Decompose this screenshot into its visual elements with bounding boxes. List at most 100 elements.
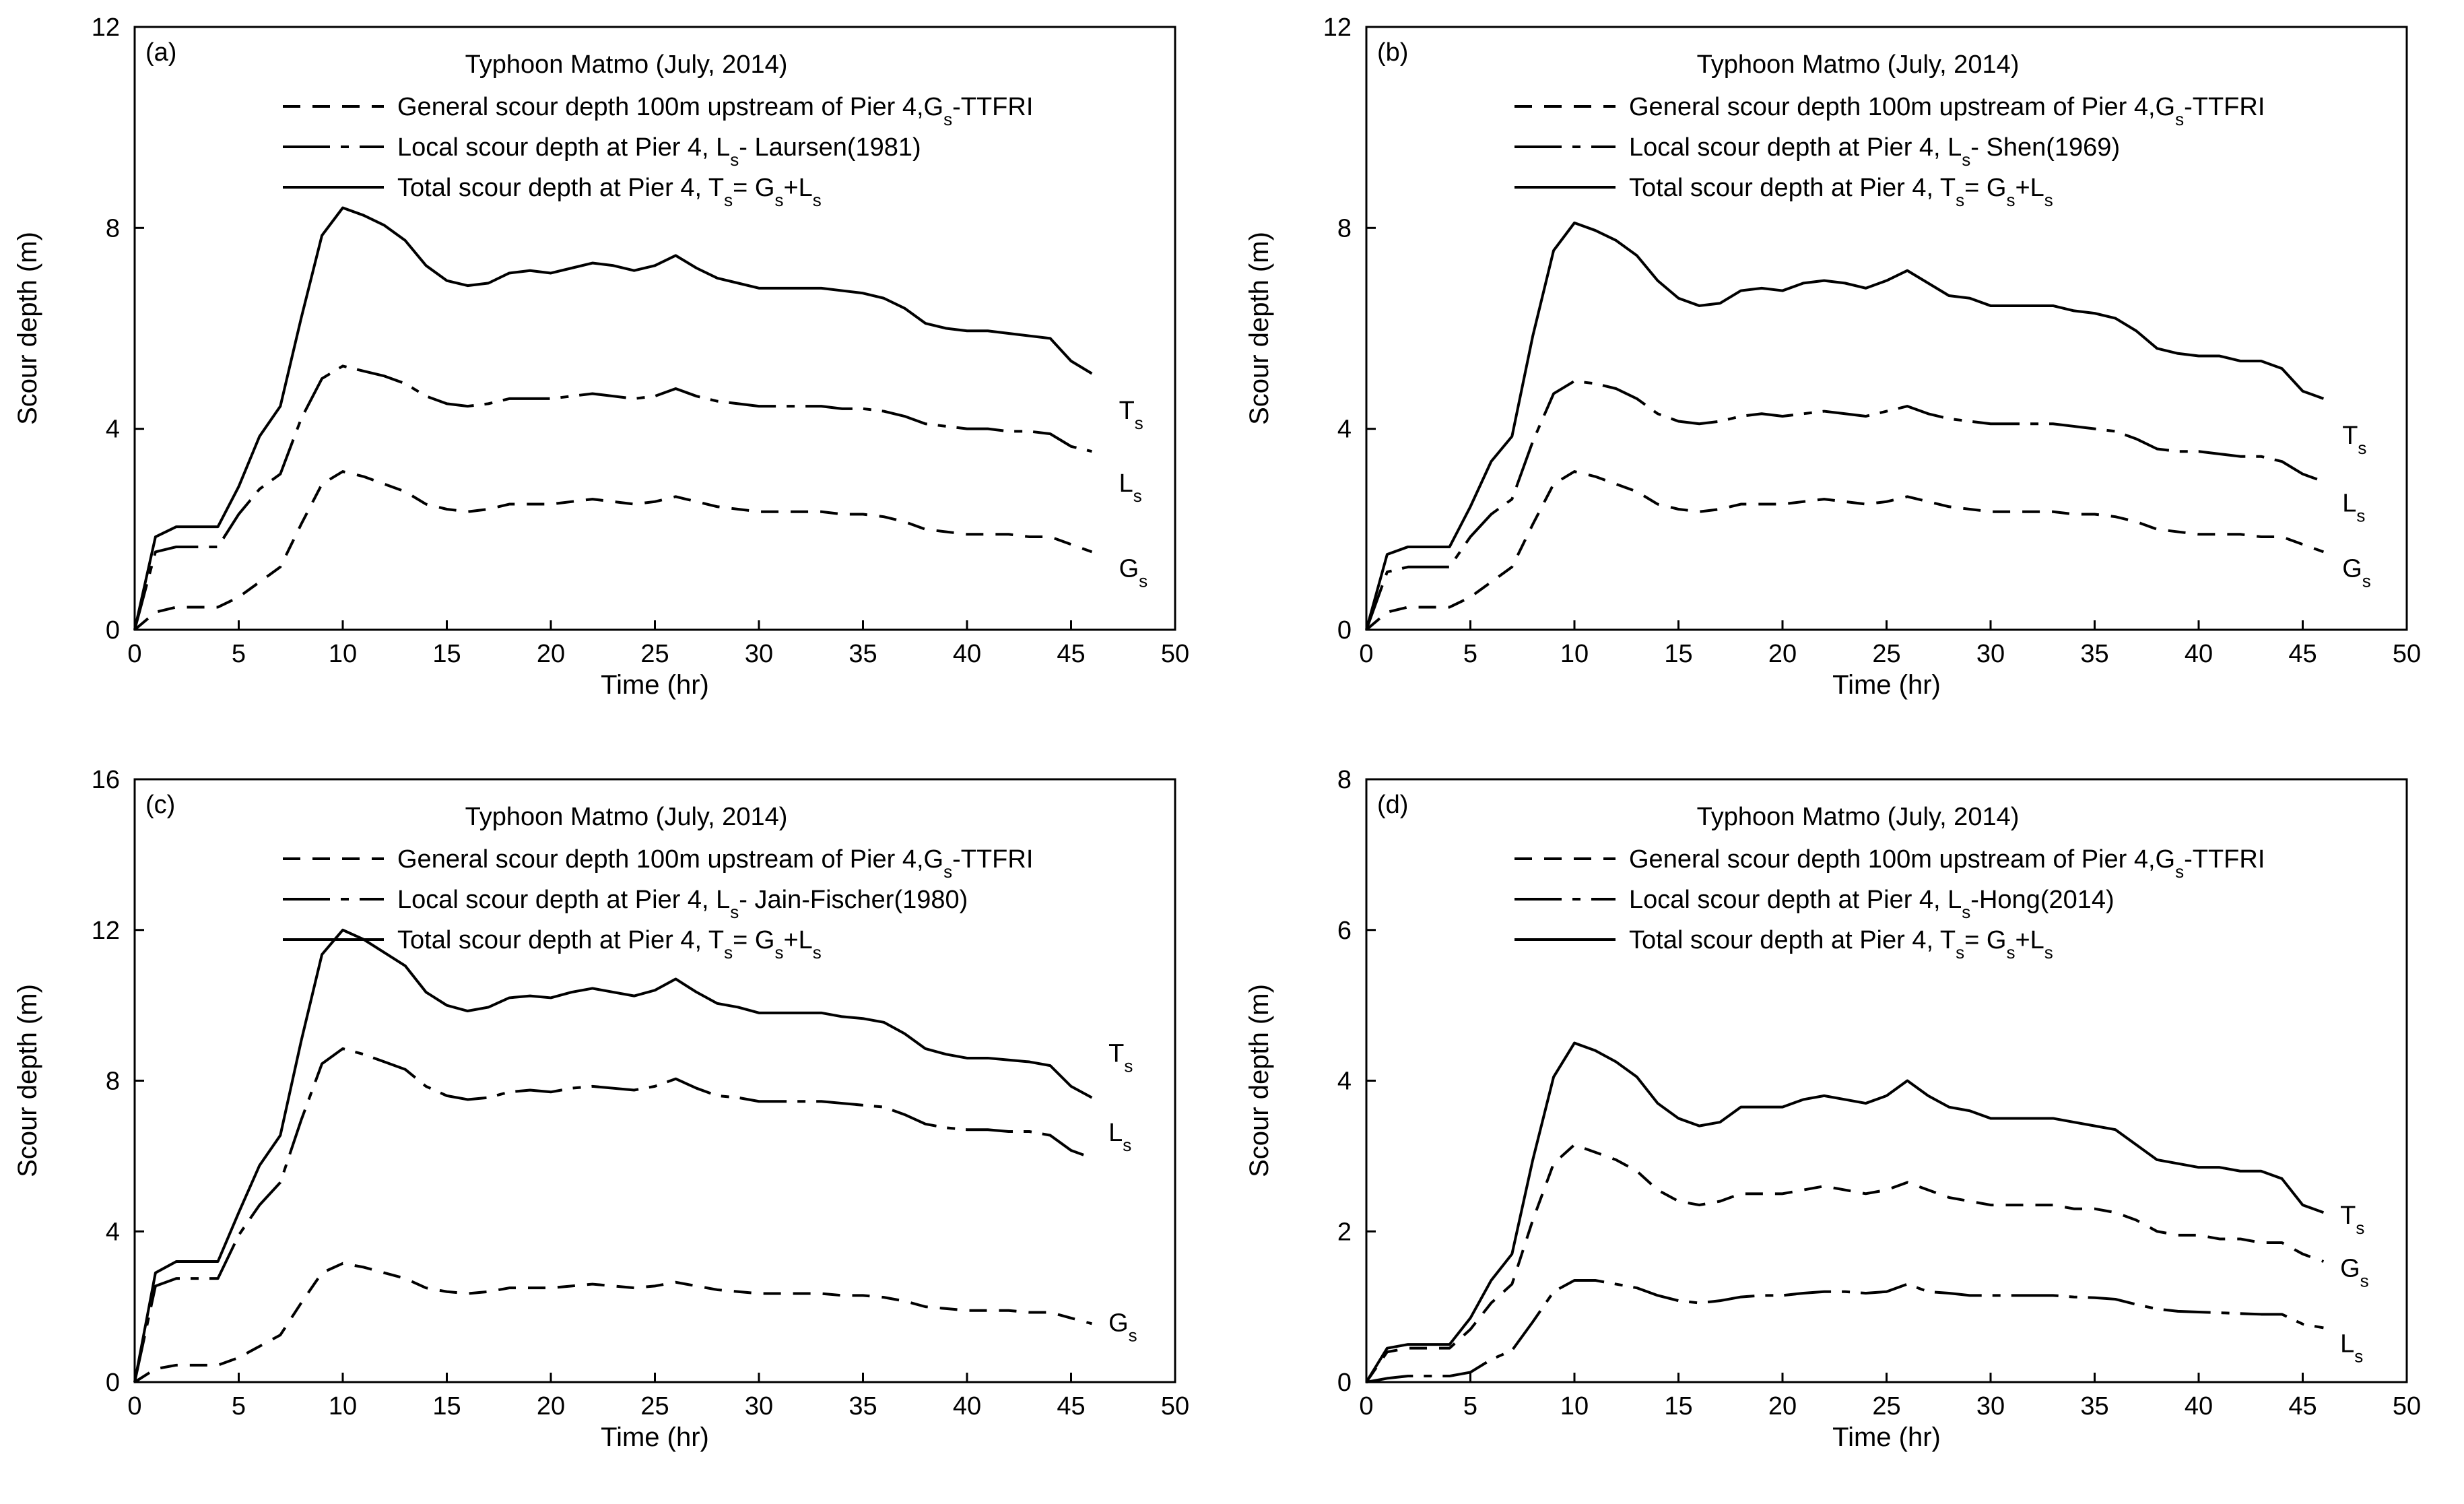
y-axis-label: Scour depth (m) (1244, 984, 1274, 1177)
y-tick-label: 12 (92, 13, 120, 42)
x-tick-label: 40 (2185, 1392, 2213, 1420)
x-tick-label: 0 (127, 640, 141, 668)
x-tick-label: 5 (1463, 640, 1477, 668)
y-tick-label: 8 (106, 1068, 120, 1096)
x-tick-label: 0 (127, 1392, 141, 1420)
x-tick-label: 45 (2288, 640, 2317, 668)
series-Ts-line (1365, 1041, 2325, 1383)
legend-solid-label: Total scour depth at Pier 4, Ts= Gs+Ls (397, 926, 822, 962)
series-Gs-line (133, 470, 1093, 631)
x-tick-label: 10 (329, 1392, 357, 1420)
x-tick-label: 40 (2185, 640, 2213, 668)
x-tick-label: 15 (1664, 1392, 1692, 1420)
y-tick-label: 8 (1337, 766, 1352, 794)
legend-dashdot-label: Local scour depth at Pier 4, Ls- Shen(19… (1629, 133, 2120, 170)
y-tick-label: 12 (92, 917, 120, 945)
x-tick-label: 45 (2288, 1392, 2317, 1420)
chart-title: Typhoon Matmo (July, 2014) (1697, 803, 2020, 831)
series-Gs-end-label: Gs (1108, 1309, 1137, 1345)
series-Gs-end-label: Gs (2340, 1254, 2369, 1290)
chart-title: Typhoon Matmo (July, 2014) (1697, 51, 2020, 79)
series-Ts-line (133, 928, 1093, 1383)
chart-panel-b: 0 5 10 15 20 25 30 35 40 45 50 0 4 8 12 Time (hr) Scour … (1232, 0, 2464, 752)
series-Ls-line (1365, 379, 2325, 630)
x-tick-label: 50 (1161, 1392, 1189, 1420)
x-tick-label: 20 (537, 1392, 565, 1420)
legend-solid-label: Total scour depth at Pier 4, Ts= Gs+Ls (1629, 926, 2053, 962)
x-tick-label: 25 (640, 1392, 669, 1420)
series-Ls-end-label: Ls (1119, 469, 1142, 506)
y-axis-label: Scour depth (m) (1244, 232, 1274, 425)
x-tick-label: 30 (1976, 640, 2005, 668)
x-tick-label: 5 (232, 1392, 246, 1420)
x-tick-label: 50 (2393, 640, 2421, 668)
chart-c-svg: 0 5 10 15 20 25 30 35 40 45 50 0 4 8 12 16 Time (hr) Scou… (13, 766, 1189, 1452)
series-Ls-line (133, 364, 1092, 630)
panel-label: (b) (1377, 38, 1408, 67)
series-Ls-end-label: Ls (2342, 490, 2365, 526)
x-tick-label: 25 (1872, 640, 1900, 668)
y-axis-label: Scour depth (m) (13, 984, 42, 1177)
x-tick-label: 30 (745, 640, 773, 668)
x-tick-label: 45 (1057, 640, 1085, 668)
x-tick-label: 0 (1359, 1392, 1373, 1420)
series-Gs-end-label: Gs (1119, 555, 1148, 591)
series-Ts-line (133, 206, 1093, 630)
x-axis-label: Time (hr) (1832, 1423, 1941, 1452)
chart-d-svg: 0 5 10 15 20 25 30 35 40 45 50 0 2 4 6 8 Time (hr) Scour … (1244, 766, 2421, 1452)
legend-dashed-label: General scour depth 100m upstream of Pie… (1629, 93, 2265, 129)
x-axis-label: Time (hr) (601, 670, 709, 700)
legend-dashdot-label: Local scour depth at Pier 4, Ls- Jain-Fi… (397, 886, 968, 922)
legend-dashdot-label: Local scour depth at Pier 4, Ls-Hong(201… (1629, 886, 2115, 922)
y-tick-label: 0 (1337, 616, 1352, 645)
y-tick-label: 0 (1337, 1369, 1352, 1397)
series-Gs-line (1365, 470, 2325, 631)
y-tick-label: 4 (1337, 416, 1352, 444)
x-tick-label: 35 (848, 1392, 877, 1420)
chart-title: Typhoon Matmo (July, 2014) (465, 803, 788, 831)
x-tick-label: 50 (2393, 1392, 2421, 1420)
y-tick-label: 0 (106, 616, 120, 645)
panel-label: (c) (145, 791, 175, 819)
x-tick-label: 20 (537, 640, 565, 668)
x-tick-label: 35 (2080, 640, 2108, 668)
x-axis-label: Time (hr) (601, 1423, 709, 1452)
chart-a-svg: 0 5 10 15 20 25 30 35 40 45 50 0 4 8 12 Time (hr) Scour … (13, 13, 1189, 700)
x-tick-label: 10 (1560, 1392, 1589, 1420)
x-tick-label: 0 (1359, 640, 1373, 668)
chart-panel-d: 0 5 10 15 20 25 30 35 40 45 50 0 2 4 6 8 Time (hr) Scour … (1232, 752, 2464, 1504)
y-axis-label: Scour depth (m) (13, 232, 42, 425)
series-Gs-line (133, 1262, 1092, 1383)
x-tick-label: 10 (1560, 640, 1589, 668)
x-tick-label: 20 (1768, 1392, 1797, 1420)
x-tick-label: 35 (2080, 1392, 2108, 1420)
y-tick-label: 4 (106, 1218, 120, 1246)
x-tick-label: 25 (1872, 1392, 1900, 1420)
x-tick-label: 15 (432, 640, 461, 668)
y-tick-label: 16 (92, 766, 120, 794)
x-tick-label: 25 (640, 640, 669, 668)
chart-b-svg: 0 5 10 15 20 25 30 35 40 45 50 0 4 8 12 Time (hr) Scour … (1244, 13, 2421, 700)
y-tick-label: 8 (1337, 214, 1352, 242)
y-tick-label: 2 (1337, 1218, 1352, 1246)
y-tick-label: 6 (1337, 917, 1352, 945)
chart-panel-c: 0 5 10 15 20 25 30 35 40 45 50 0 4 8 12 16 Time (hr) Scou… (0, 752, 1232, 1504)
x-tick-label: 15 (432, 1392, 461, 1420)
series-Ls-end-label: Ls (2340, 1330, 2363, 1366)
legend-dashed-label: General scour depth 100m upstream of Pie… (397, 845, 1033, 882)
x-tick-label: 15 (1664, 640, 1692, 668)
x-tick-label: 5 (1463, 1392, 1477, 1420)
x-tick-label: 10 (329, 640, 357, 668)
legend-dashed-label: General scour depth 100m upstream of Pie… (397, 93, 1033, 129)
series-Ts-end-label: Ts (2340, 1202, 2364, 1238)
chart-panel-a: 0 5 10 15 20 25 30 35 40 45 50 0 4 8 12 Time (hr) Scour … (0, 0, 1232, 752)
y-tick-label: 12 (1323, 13, 1352, 42)
chart-title: Typhoon Matmo (July, 2014) (465, 51, 788, 79)
x-tick-label: 30 (1976, 1392, 2005, 1420)
x-tick-label: 40 (953, 1392, 981, 1420)
x-tick-label: 5 (232, 640, 246, 668)
series-Ts-line (1365, 221, 2325, 630)
legend-solid-label: Total scour depth at Pier 4, Ts= Gs+Ls (397, 174, 822, 210)
x-tick-label: 50 (1161, 640, 1189, 668)
y-tick-label: 4 (1337, 1068, 1352, 1096)
